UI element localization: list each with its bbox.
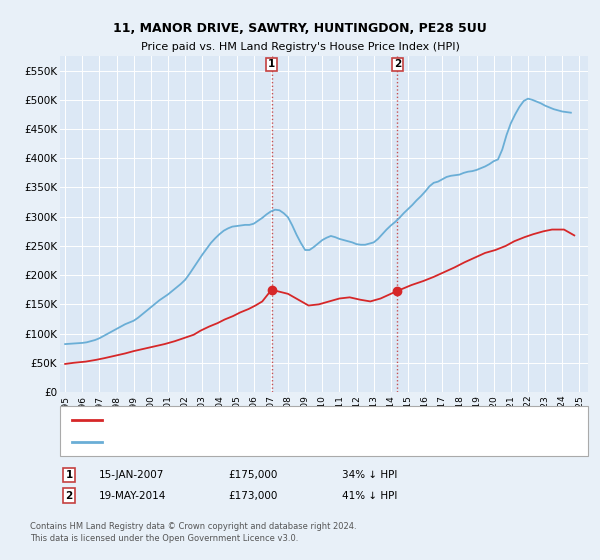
Text: 1: 1 xyxy=(65,470,73,480)
Text: 15-JAN-2007: 15-JAN-2007 xyxy=(99,470,164,480)
Text: 2: 2 xyxy=(394,59,401,69)
Text: 11, MANOR DRIVE, SAWTRY, HUNTINGDON, PE28 5UU: 11, MANOR DRIVE, SAWTRY, HUNTINGDON, PE2… xyxy=(113,22,487,35)
Text: Contains HM Land Registry data © Crown copyright and database right 2024.: Contains HM Land Registry data © Crown c… xyxy=(30,522,356,531)
Text: 34% ↓ HPI: 34% ↓ HPI xyxy=(342,470,397,480)
Text: 2: 2 xyxy=(65,491,73,501)
Text: 11, MANOR DRIVE, SAWTRY, HUNTINGDON, PE28 5UU (detached house): 11, MANOR DRIVE, SAWTRY, HUNTINGDON, PE2… xyxy=(108,415,467,425)
Text: Price paid vs. HM Land Registry's House Price Index (HPI): Price paid vs. HM Land Registry's House … xyxy=(140,42,460,52)
Text: This data is licensed under the Open Government Licence v3.0.: This data is licensed under the Open Gov… xyxy=(30,534,298,543)
Text: 41% ↓ HPI: 41% ↓ HPI xyxy=(342,491,397,501)
Text: HPI: Average price, detached house, Huntingdonshire: HPI: Average price, detached house, Hunt… xyxy=(108,437,376,447)
Text: 1: 1 xyxy=(268,59,275,69)
Text: £175,000: £175,000 xyxy=(228,470,277,480)
Text: 19-MAY-2014: 19-MAY-2014 xyxy=(99,491,166,501)
Text: £173,000: £173,000 xyxy=(228,491,277,501)
